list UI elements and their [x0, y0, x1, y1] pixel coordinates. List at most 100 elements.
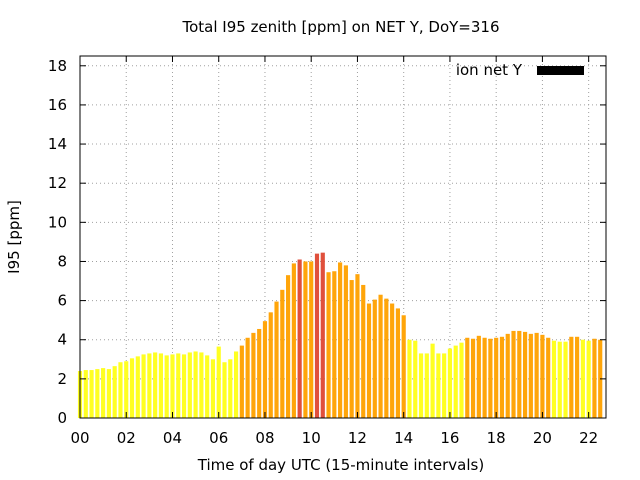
bar [366, 303, 372, 418]
bar [459, 342, 464, 418]
bar [384, 298, 389, 418]
bar [89, 370, 94, 418]
bar [83, 370, 88, 418]
bar [465, 337, 470, 418]
y-tick-labels: 0 2 4 6 8 10 12 14 16 18 [48, 57, 67, 427]
bar [343, 265, 348, 418]
bar [164, 355, 169, 418]
y-tick-label: 6 [57, 292, 67, 310]
x-tick-labels: 00 02 04 06 08 10 12 14 16 18 20 22 [70, 429, 598, 447]
legend: ion net Y [456, 61, 584, 79]
bar [303, 261, 308, 418]
bar [118, 362, 123, 418]
bar [338, 262, 343, 418]
bar [257, 328, 262, 418]
bar [233, 351, 239, 418]
bar [181, 354, 187, 418]
bar [407, 339, 412, 418]
bar [291, 263, 296, 418]
bar [424, 353, 429, 418]
bar [505, 333, 510, 418]
bar [436, 353, 441, 418]
x-tick-label: 16 [440, 429, 459, 447]
x-axis-label: Time of day UTC (15-minute intervals) [197, 456, 484, 474]
y-tick-label: 10 [48, 213, 67, 231]
bar [372, 299, 377, 418]
y-tick-label: 4 [57, 331, 67, 349]
bar [286, 275, 291, 418]
y-tick-label: 12 [48, 174, 67, 192]
bar [522, 331, 528, 418]
bar [332, 271, 337, 418]
bar [540, 334, 545, 418]
bar [112, 366, 117, 418]
x-tick-label: 20 [533, 429, 552, 447]
x-tick-label: 22 [579, 429, 598, 447]
bar [124, 361, 129, 418]
x-tick-label: 10 [302, 429, 321, 447]
y-axis-label: I95 [ppm] [5, 200, 23, 274]
bar [245, 337, 250, 418]
bar [499, 336, 505, 418]
bar [482, 337, 487, 418]
plot-border [79, 55, 607, 419]
bar [297, 259, 302, 418]
bar [129, 358, 135, 418]
bar [453, 345, 458, 418]
bar [268, 312, 273, 418]
bar [239, 345, 244, 418]
bar [314, 253, 320, 418]
bar [309, 261, 314, 418]
y-tick-label: 16 [48, 96, 67, 114]
grid [80, 56, 606, 418]
bar [494, 337, 499, 418]
bar [199, 352, 204, 418]
bar [447, 348, 453, 418]
bar [534, 332, 539, 418]
bar [528, 333, 533, 418]
bar [511, 330, 516, 418]
bar [135, 356, 140, 418]
bar [274, 301, 279, 418]
bar [546, 337, 551, 418]
bar [517, 330, 522, 418]
bar [401, 315, 406, 418]
bar [551, 340, 557, 418]
y-tick-label: 2 [57, 370, 67, 388]
y-tick-label: 8 [57, 252, 67, 270]
x-tick-label: 14 [394, 429, 413, 447]
bar [228, 359, 233, 418]
bar [413, 340, 418, 418]
bar [361, 284, 366, 418]
bar [563, 341, 568, 418]
bar [187, 352, 192, 418]
bar [378, 294, 383, 418]
bar [470, 338, 476, 418]
bar [95, 369, 100, 418]
bar [488, 338, 493, 418]
bar [216, 346, 221, 418]
bar [575, 336, 580, 418]
ticks [79, 56, 606, 419]
bar [418, 353, 424, 418]
x-tick-label: 00 [70, 429, 89, 447]
bar [158, 353, 164, 418]
bar [569, 336, 574, 418]
bar [349, 280, 354, 418]
bar [592, 338, 597, 418]
bar [320, 252, 325, 418]
bar [251, 332, 256, 418]
bar [326, 272, 331, 418]
bar [106, 369, 111, 418]
bar [153, 352, 158, 418]
x-tick-label: 02 [117, 429, 136, 447]
bar [101, 368, 106, 418]
bar [210, 359, 216, 418]
bar [170, 354, 175, 418]
x-tick-label: 08 [255, 429, 274, 447]
bar [586, 340, 591, 418]
y-tick-label: 0 [57, 409, 67, 427]
y-tick-label: 14 [48, 135, 67, 153]
bar [205, 355, 210, 418]
